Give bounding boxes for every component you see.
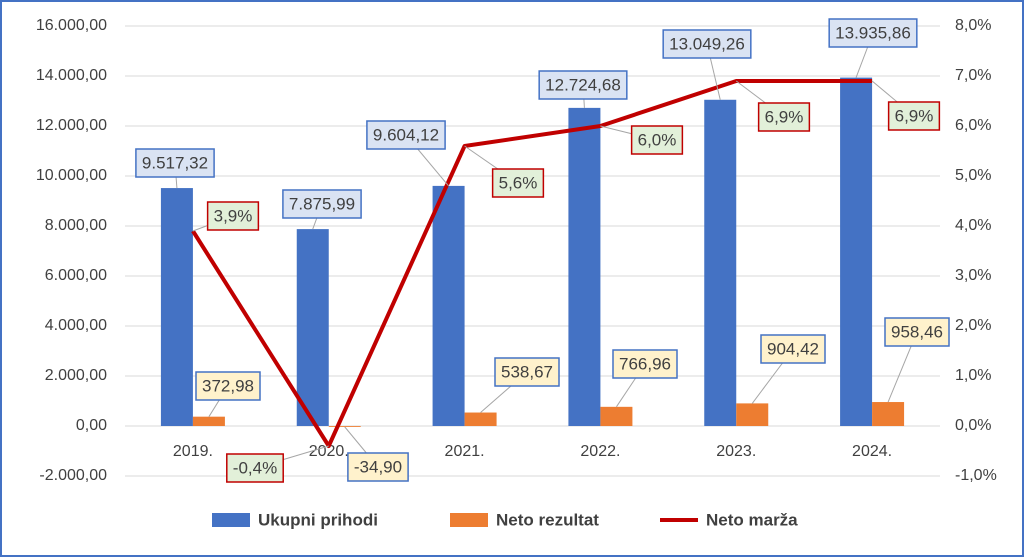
data-label: 13.049,26 [662, 29, 752, 100]
y2-tick-label: 6,0% [955, 117, 991, 134]
bar [600, 406, 633, 426]
label-box [226, 453, 284, 483]
bar [464, 412, 497, 426]
y-tick-label: 2.000,00 [45, 367, 107, 384]
y-tick-label: 8.000,00 [45, 217, 107, 234]
value-label: -34,90 [354, 457, 402, 476]
y-tick-label: 0,00 [76, 417, 107, 434]
x-tick-label: 2020. [309, 443, 349, 460]
legend-swatch [212, 513, 250, 527]
label-box [195, 371, 261, 401]
value-label: -0,4% [233, 458, 277, 477]
line [191, 79, 873, 448]
bar [736, 403, 769, 426]
y-tick-label: -2.000,00 [39, 467, 107, 484]
value-label: 904,42 [767, 339, 819, 358]
x-tick-label: 2024. [852, 443, 892, 460]
data-label: 904,42 [751, 334, 826, 404]
data-label: -0,4% [226, 445, 329, 483]
data-label: 372,98 [195, 371, 261, 417]
y2-tick-label: 5,0% [955, 167, 991, 184]
x-tick-label: 2021. [445, 443, 485, 460]
value-label: 9.517,32 [142, 153, 208, 172]
data-label: 9.604,12 [366, 120, 449, 187]
y-tick-label: 10.000,00 [36, 167, 107, 184]
label-box [135, 148, 215, 178]
label-box [347, 452, 409, 482]
y-tick-label: 14.000,00 [36, 67, 107, 84]
value-label: 6,9% [765, 107, 804, 126]
value-label: 958,46 [891, 322, 943, 341]
y-tick-label: 16.000,00 [36, 17, 107, 34]
value-label: 3,9% [214, 206, 253, 225]
y2-tick-label: 0,0% [955, 417, 991, 434]
y-tick-label: 4.000,00 [45, 317, 107, 334]
legend-label: Neto marža [706, 510, 798, 529]
label-box [494, 357, 560, 387]
data-label: 9.517,32 [135, 148, 215, 189]
bar [192, 416, 225, 426]
data-label: 958,46 [884, 317, 950, 403]
legend-swatch [450, 513, 488, 527]
value-label: 13.935,86 [835, 23, 911, 42]
bar [872, 402, 905, 426]
y2-tick-label: 3,0% [955, 267, 991, 284]
bar [432, 185, 465, 426]
data-label: 6,0% [600, 125, 684, 155]
label-box [282, 189, 362, 219]
data-label: 6,9% [735, 80, 811, 132]
legend-label: Neto rezultat [496, 510, 599, 529]
label-box [887, 101, 941, 131]
data-label: 13.935,86 [828, 18, 918, 78]
x-tick-label: 2019. [173, 443, 213, 460]
legend-label: Ukupni prihodi [258, 510, 378, 529]
bar [328, 426, 361, 427]
value-label: 5,6% [499, 173, 538, 192]
label-box [491, 168, 545, 198]
y2-tick-label: 2,0% [955, 317, 991, 334]
data-label: 7.875,99 [282, 189, 362, 230]
value-label: 13.049,26 [669, 34, 745, 53]
value-label: 6,0% [638, 130, 677, 149]
y2-tick-label: 8,0% [955, 17, 991, 34]
x-tick-label: 2023. [716, 443, 756, 460]
value-label: 9.604,12 [373, 125, 439, 144]
label-box [757, 102, 811, 132]
label-box [612, 349, 678, 379]
label-box [366, 120, 446, 150]
label-box [630, 125, 684, 155]
value-label: 6,9% [895, 106, 934, 125]
label-box [538, 70, 628, 100]
label-box [884, 317, 950, 347]
y2-tick-label: 7,0% [955, 67, 991, 84]
data-label: 6,9% [871, 80, 941, 131]
x-tick-label: 2022. [580, 443, 620, 460]
y2-tick-label: -1,0% [955, 467, 997, 484]
bar [840, 77, 873, 426]
y-tick-label: 6.000,00 [45, 267, 107, 284]
bar [160, 188, 193, 426]
label-box [662, 29, 752, 59]
label-box [828, 18, 918, 48]
data-label: 538,67 [480, 357, 560, 413]
data-label: 3,9% [192, 201, 260, 232]
value-label: 7.875,99 [289, 194, 355, 213]
value-label: 372,98 [202, 376, 254, 395]
data-label: 766,96 [612, 349, 678, 408]
bar [296, 229, 329, 426]
bar [704, 99, 737, 427]
value-label: 12.724,68 [545, 75, 621, 94]
label-box [760, 334, 826, 364]
bar [568, 107, 601, 427]
label-box [206, 201, 260, 231]
data-label: 12.724,68 [538, 70, 628, 108]
y2-tick-label: 1,0% [955, 367, 991, 384]
value-label: 766,96 [619, 354, 671, 373]
y-tick-label: 12.000,00 [36, 117, 107, 134]
y2-tick-label: 4,0% [955, 217, 991, 234]
value-label: 538,67 [501, 362, 553, 381]
data-label: 5,6% [464, 145, 545, 198]
data-label: -34,90 [344, 426, 409, 482]
